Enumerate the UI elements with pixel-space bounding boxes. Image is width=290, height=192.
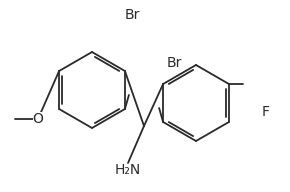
Text: Br: Br <box>124 8 140 22</box>
Text: H₂N: H₂N <box>115 163 141 177</box>
Text: O: O <box>32 112 44 126</box>
Text: F: F <box>262 105 270 119</box>
Text: Br: Br <box>166 56 182 70</box>
